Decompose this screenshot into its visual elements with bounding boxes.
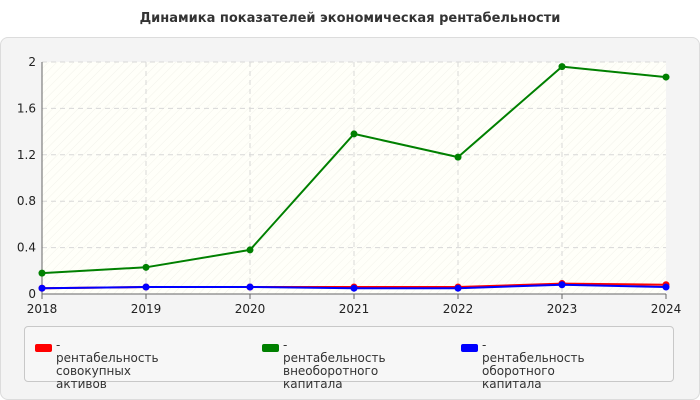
x-tick-label: 2018 — [27, 302, 58, 316]
data-point — [38, 269, 46, 277]
data-point — [350, 130, 358, 138]
data-point — [38, 284, 46, 292]
data-point — [142, 263, 150, 271]
grid — [41, 61, 667, 299]
data-point — [246, 246, 254, 254]
data-point — [662, 73, 670, 81]
chart-title: Динамика показателей экономическая рента… — [139, 11, 561, 26]
data-point — [454, 284, 462, 292]
y-tick-label: 0 — [28, 287, 36, 301]
axes — [41, 62, 666, 295]
x-tick-label: 2024 — [651, 302, 682, 316]
y-tick-label: 1.2 — [17, 148, 36, 162]
legend: - рентабельность совокупных активов - ре… — [24, 326, 674, 391]
legend-label-line-1: - рентабельность — [283, 338, 386, 365]
legend-swatch-blue — [461, 344, 478, 352]
x-tick-label: 2022 — [443, 302, 474, 316]
legend-swatch-green — [262, 344, 279, 352]
y-tick-label: 2 — [28, 55, 36, 69]
legend-label-line-2: активов — [56, 377, 107, 391]
x-tick-label: 2021 — [339, 302, 370, 316]
series — [38, 63, 670, 292]
y-tick-labels: 0 0.4 0.8 1.2 1.6 2 — [17, 55, 36, 301]
data-point — [558, 281, 566, 289]
y-tick-label: 0.8 — [17, 194, 36, 208]
x-tick-label: 2020 — [235, 302, 266, 316]
legend-label-line-2: капитала — [482, 377, 542, 391]
legend-label: - рентабельность внеоборотного капитала — [283, 339, 386, 391]
y-tick-label: 0.4 — [17, 241, 36, 255]
data-point — [662, 283, 670, 291]
data-point — [142, 283, 150, 291]
legend-swatch-red — [35, 344, 52, 352]
data-point — [558, 63, 566, 71]
legend-label-line-1: - рентабельность оборотного — [482, 338, 585, 378]
legend-label: - рентабельность совокупных активов — [56, 339, 159, 391]
data-point — [246, 283, 254, 291]
data-point — [350, 284, 358, 292]
legend-label: - рентабельность оборотного капитала — [482, 339, 585, 391]
plot-area — [42, 62, 666, 294]
legend-label-line-1: - рентабельность совокупных — [56, 338, 159, 378]
x-tick-label: 2019 — [131, 302, 162, 316]
x-tick-label: 2023 — [547, 302, 578, 316]
y-tick-label: 1.6 — [17, 101, 36, 115]
data-point — [454, 153, 462, 161]
x-tick-labels: 2018 2019 2020 2021 2022 2023 2024 — [27, 302, 682, 316]
legend-label-line-2: внеоборотного капитала — [283, 364, 379, 391]
